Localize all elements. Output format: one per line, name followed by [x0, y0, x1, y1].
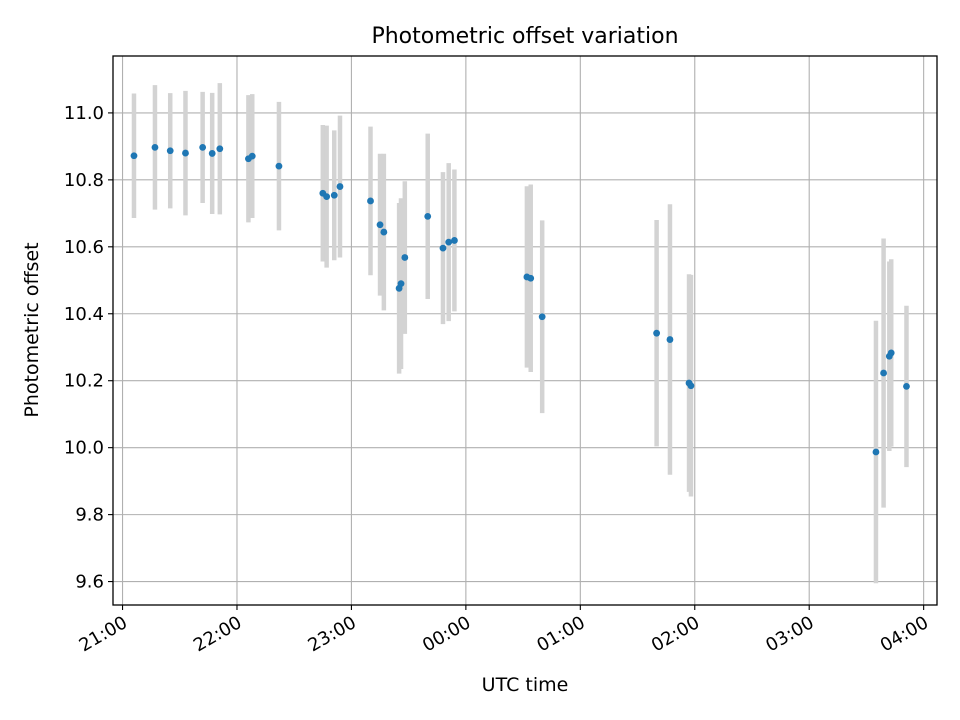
plot-area-frame: [112, 55, 938, 606]
data-point: [216, 145, 224, 153]
data-point: [872, 448, 880, 456]
y-tick-label: 10.8: [64, 170, 104, 191]
y-tick-label: 10.0: [64, 438, 104, 459]
data-point: [330, 191, 338, 199]
chart-title: Photometric offset variation: [371, 24, 678, 49]
data-point: [880, 369, 887, 377]
data-point: [653, 329, 661, 337]
data-point: [887, 349, 895, 357]
y-tick-label: 10.2: [64, 371, 104, 392]
y-tick-label: 10.4: [64, 304, 104, 325]
y-tick-label: 11.0: [64, 103, 104, 124]
data-point: [527, 274, 535, 282]
data-point: [451, 237, 458, 244]
data-point: [445, 238, 453, 246]
data-point: [275, 162, 283, 170]
data-point: [666, 336, 674, 343]
y-tick-label: 9.8: [75, 505, 104, 526]
data-point: [397, 280, 405, 288]
data-point: [199, 143, 207, 151]
data-point: [903, 383, 910, 390]
data-point: [376, 221, 384, 229]
data-point: [130, 152, 138, 160]
data-point: [248, 152, 256, 160]
x-axis-label: UTC time: [482, 674, 569, 696]
data-points: [130, 143, 910, 456]
y-axis-label: Photometric offset: [21, 242, 43, 417]
data-point: [538, 313, 546, 321]
data-point: [687, 382, 695, 390]
data-point: [182, 149, 189, 157]
y-tick-label: 10.6: [64, 237, 104, 258]
data-point: [367, 197, 374, 205]
data-point: [424, 212, 432, 220]
data-point: [208, 150, 216, 157]
data-point: [401, 254, 409, 261]
data-point: [336, 183, 344, 190]
data-point: [380, 228, 388, 236]
data-point: [439, 244, 447, 252]
data-point: [323, 193, 331, 200]
data-point: [166, 147, 174, 155]
y-tick-label: 9.6: [75, 572, 104, 593]
data-point: [151, 143, 159, 151]
